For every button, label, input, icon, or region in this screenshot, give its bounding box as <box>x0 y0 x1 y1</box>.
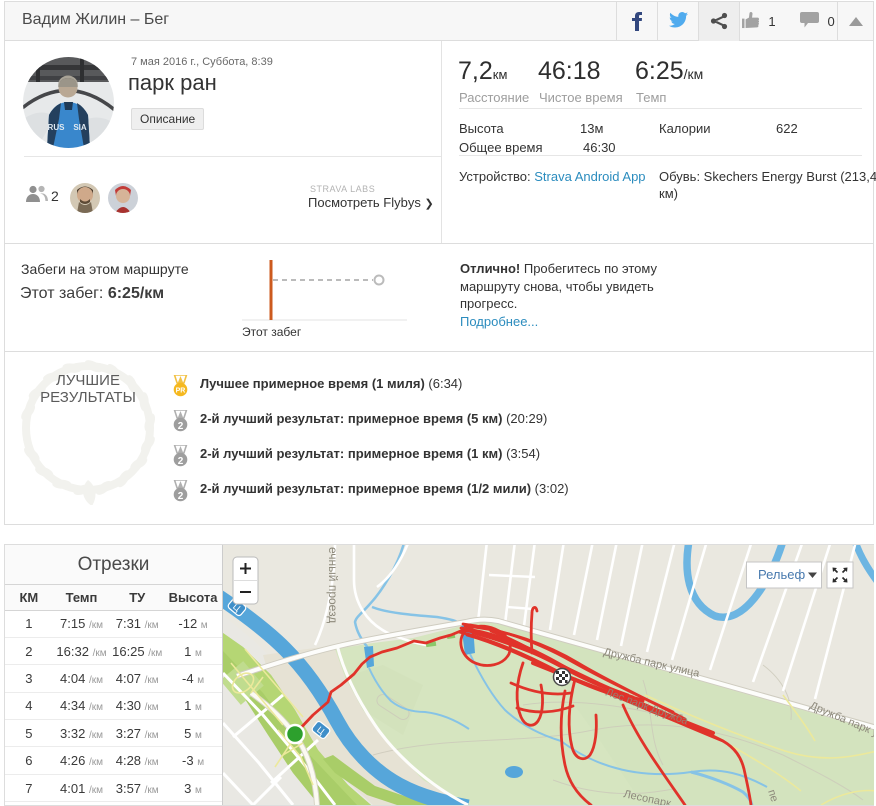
svg-text:PR: PR <box>176 388 186 395</box>
svg-text:Ц: Ц <box>231 601 243 613</box>
svg-text:2: 2 <box>178 491 184 502</box>
svg-text:2: 2 <box>178 456 184 467</box>
svg-text:RUS: RUS <box>48 123 66 132</box>
svg-text:2: 2 <box>178 421 184 432</box>
svg-text:SIA: SIA <box>73 123 87 132</box>
svg-text:Рельеф: Рельеф <box>758 567 805 582</box>
svg-text:ечный проезд: ечный проезд <box>326 547 340 623</box>
svg-text:Ц: Ц <box>315 724 327 736</box>
svg-text:Этот забег: Этот забег <box>242 325 302 339</box>
svg-text:пе: пе <box>765 788 780 803</box>
